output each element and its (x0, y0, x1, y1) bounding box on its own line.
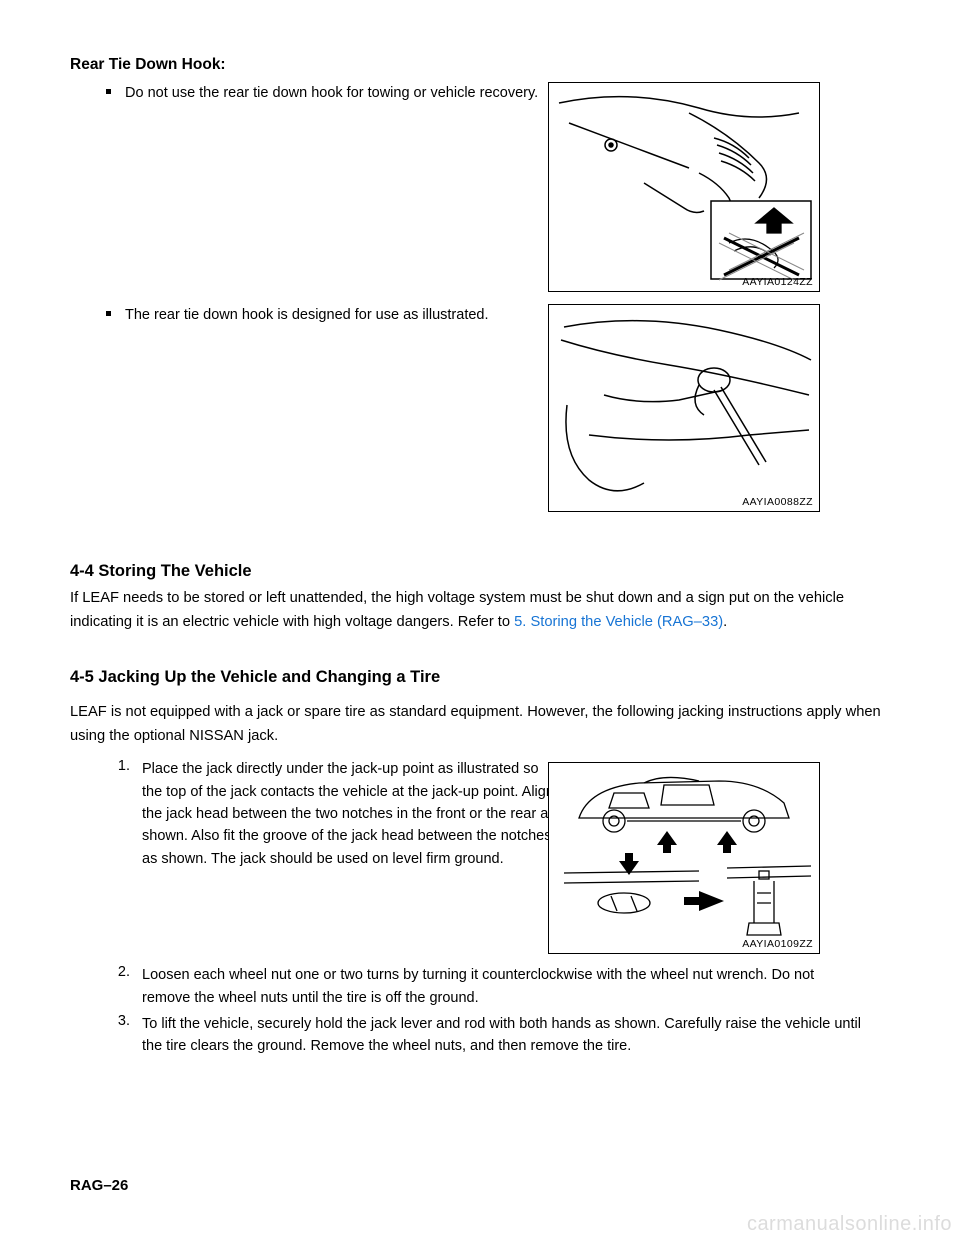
steps-2-3: 2. Loosen each wheel nut one or two turn… (112, 964, 890, 1058)
rear-hook-do-not-use-illustration (549, 83, 819, 291)
figure-3-caption: AAYIA0109ZZ (742, 938, 813, 950)
step-3: 3. To lift the vehicle, securely hold th… (112, 1013, 890, 1058)
bullet-marker (106, 311, 111, 316)
bullet-1-text: Do not use the rear tie down hook for to… (125, 82, 538, 104)
section-4-5-heading: 4-5 Jacking Up the Vehicle and Changing … (70, 668, 890, 687)
step-1-row: 1. Place the jack directly under the jac… (70, 758, 890, 958)
figure-2: AAYIA0088ZZ (548, 304, 820, 512)
jack-points-illustration (549, 763, 819, 953)
up-arrow-icon (657, 831, 677, 853)
watermark: carmanualsonline.info (747, 1213, 952, 1236)
step-2-text: Loosen each wheel nut one or two turns b… (142, 964, 862, 1009)
step-3-text: To lift the vehicle, securely hold the j… (142, 1013, 862, 1058)
bullet-2-text: The rear tie down hook is designed for u… (125, 304, 489, 326)
section-4-4-text-after: . (723, 614, 727, 630)
section-4-4: 4-4 Storing The Vehicle If LEAF needs to… (70, 562, 890, 634)
figure-1: AAYIA0124ZZ (548, 82, 820, 292)
step-3-number: 3. (112, 1013, 130, 1029)
bullet-row-2: The rear tie down hook is designed for u… (70, 304, 890, 522)
step-2: 2. Loosen each wheel nut one or two turn… (112, 964, 890, 1009)
rear-hook-heading: Rear Tie Down Hook: (70, 56, 890, 74)
right-arrow-icon (684, 891, 724, 911)
figure-3: AAYIA0109ZZ (548, 762, 820, 954)
step-1-text: Place the jack directly under the jack-u… (142, 758, 562, 870)
section-4-5-intro: LEAF is not equipped with a jack or spar… (70, 701, 890, 748)
up-arrow-icon (717, 831, 737, 853)
section-4-4-text-before: If LEAF needs to be stored or left unatt… (70, 590, 844, 630)
bullet-row-1: Do not use the rear tie down hook for to… (70, 82, 890, 304)
page: Rear Tie Down Hook: Do not use the rear … (0, 0, 960, 1242)
section-4-4-heading: 4-4 Storing The Vehicle (70, 562, 890, 581)
step-2-number: 2. (112, 964, 130, 980)
figure-2-caption: AAYIA0088ZZ (742, 496, 813, 508)
section-4-5: 4-5 Jacking Up the Vehicle and Changing … (70, 668, 890, 1058)
step-1-number: 1. (112, 758, 130, 774)
page-number: RAG–26 (70, 1177, 128, 1194)
storing-vehicle-link[interactable]: 5. Storing the Vehicle (RAG–33) (514, 614, 723, 630)
figure-1-caption: AAYIA0124ZZ (742, 276, 813, 288)
rear-hook-proper-use-illustration (549, 305, 819, 511)
section-4-4-body: If LEAF needs to be stored or left unatt… (70, 587, 890, 634)
bullet-marker (106, 89, 111, 94)
